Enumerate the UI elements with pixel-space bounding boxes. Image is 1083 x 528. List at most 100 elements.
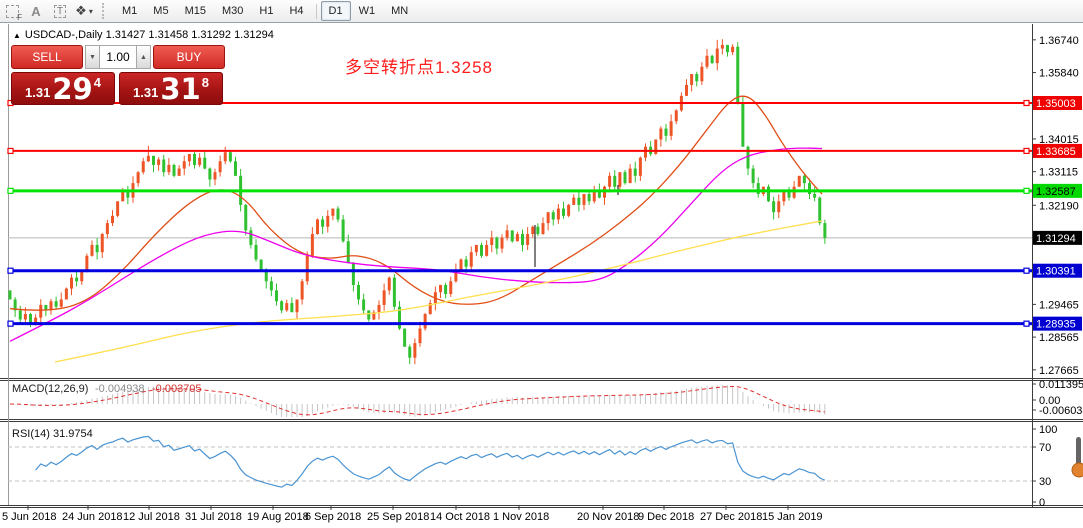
one-click-trading-panel: SELL ▼ 1.00 ▲ BUY 1.31 29 4 1.31 31 8 (11, 45, 225, 105)
line-end-handle[interactable] (7, 187, 14, 194)
scroll-track[interactable] (1076, 437, 1081, 469)
candle-body (413, 343, 417, 358)
candle-body (582, 194, 586, 205)
sell-price-prefix: 1.31 (25, 85, 51, 100)
candle-body (515, 234, 519, 242)
label-glyph: T (53, 4, 67, 18)
candle-body (664, 128, 668, 136)
price-axis-label: 1.28565 (1039, 332, 1079, 344)
scroll-indicator[interactable] (1071, 437, 1083, 478)
candle-body (474, 244, 478, 253)
candle-body (731, 46, 735, 53)
candle-body (736, 46, 740, 104)
candle-body (669, 121, 673, 136)
rsi-line (35, 435, 826, 488)
macd-axis-label: 0.00 (1039, 395, 1060, 407)
price-axis-label: 1.33115 (1039, 167, 1078, 179)
sell-button[interactable]: SELL (11, 45, 83, 69)
timeframe-button-m1[interactable]: M1 (122, 5, 138, 17)
candle-body (162, 159, 166, 173)
price-axis-label: 1.36740 (1039, 35, 1079, 47)
timeframe-button-d1[interactable]: D1 (320, 1, 351, 21)
line-end-handle[interactable] (7, 267, 14, 274)
price-axis-label: 1.32190 (1039, 200, 1079, 212)
candle-body (767, 186, 770, 202)
price-axis-label: 1.27665 (1039, 365, 1079, 377)
text-tool-icon[interactable]: A (26, 2, 46, 20)
timeframe-button-w1[interactable]: W1 (358, 5, 376, 17)
candle-body (623, 172, 627, 184)
line-end-handle[interactable] (7, 147, 14, 155)
toolbar-grip[interactable] (102, 3, 108, 19)
timeframe-group: M1 M5 M15 M30 H1 H4 D1 W1 MN (114, 1, 416, 21)
line-end-handle[interactable] (1023, 187, 1030, 194)
candle-body (797, 175, 801, 187)
symbol-title: USDCAD-,Daily (24, 29, 103, 41)
candle-body (341, 219, 345, 242)
candle-body (254, 244, 258, 260)
timeframe-button-m30[interactable]: M30 (221, 5, 244, 17)
candle-body (659, 128, 663, 140)
fast-ma-line[interactable] (9, 95, 823, 311)
toolbar: F A T ❖ ▾ M1 M5 M15 M30 H1 H4 D1 W1 MN (0, 0, 1083, 23)
candle-body (710, 55, 714, 64)
macd-value-main: -0.004938 (95, 383, 145, 395)
candle-body (562, 208, 565, 216)
price-badge-label: 1.33685 (1036, 146, 1076, 158)
macd-value-signal: -0.003705 (152, 383, 202, 395)
timeframe-button-mn[interactable]: MN (391, 5, 409, 17)
slow-ma-line[interactable] (54, 220, 823, 363)
candle-body (290, 303, 294, 313)
candle-body (146, 155, 150, 162)
date-axis-label: 12 Jul 2018 (123, 511, 180, 523)
timeframe-button-m5[interactable]: M5 (153, 5, 169, 17)
candles-layer (8, 39, 827, 365)
line-end-handle[interactable] (1023, 99, 1030, 107)
candle-body (90, 244, 94, 256)
candle-body (485, 244, 489, 256)
candle-body (54, 301, 58, 307)
candle-body (157, 159, 161, 165)
arrows-tool-icon[interactable]: ❖ ▾ (74, 2, 94, 20)
rsi-axis-label: 70 (1039, 442, 1051, 454)
chart-annotation-text: 多空转折点1.3258 (345, 58, 493, 77)
volume-input[interactable]: 1.00 (100, 45, 136, 69)
date-axis-label: 25 Sep 2018 (367, 511, 429, 523)
collapse-triangle-icon[interactable]: ▲ (13, 31, 21, 40)
label-tool-icon[interactable]: T (50, 2, 70, 20)
candle-body (633, 168, 637, 176)
date-axis-label: 9 Dec 2018 (638, 511, 694, 523)
macd-pane: 0.011395 0.00-0.006038 MACD(12,26,9) -0.00… (9, 379, 1083, 417)
macd-axis-label: -0.006038 (1039, 405, 1083, 417)
candle-body (541, 223, 545, 235)
price-axis-label: 1.35840 (1039, 68, 1079, 80)
scroll-thumb[interactable] (1071, 462, 1083, 478)
line-end-handle[interactable] (7, 320, 14, 327)
buy-price-panel[interactable]: 1.31 31 8 (119, 72, 223, 105)
fibo-glyph: F (17, 13, 22, 22)
candle-body (592, 190, 596, 202)
line-end-handle[interactable] (1023, 267, 1030, 274)
candle-body (398, 306, 401, 329)
fibonacci-tool-icon[interactable]: F (2, 2, 22, 22)
sell-price-big: 29 (52, 72, 93, 106)
candle-body (613, 175, 617, 187)
volume-increase-button[interactable]: ▲ (136, 45, 151, 69)
line-end-handle[interactable] (1023, 147, 1030, 155)
candle-body (310, 234, 314, 256)
volume-decrease-button[interactable]: ▼ (85, 45, 100, 69)
candle-body (141, 161, 145, 173)
line-end-handle[interactable] (1023, 320, 1030, 327)
candle-body (628, 168, 632, 184)
price-badge-label: 1.28935 (1036, 319, 1076, 331)
chart-symbol-header: ▲ USDCAD-,Daily 1.31427 1.31458 1.31292 1… (13, 29, 274, 41)
timeframe-button-h1[interactable]: H1 (259, 5, 274, 17)
timeframe-button-m15[interactable]: M15 (184, 5, 206, 17)
candle-body (772, 201, 776, 213)
candle-body (608, 175, 612, 187)
candle-body (13, 299, 17, 311)
timeframe-button-h4[interactable]: H4 (289, 5, 304, 17)
sell-price-panel[interactable]: 1.31 29 4 (11, 72, 115, 105)
buy-button[interactable]: BUY (153, 45, 225, 69)
